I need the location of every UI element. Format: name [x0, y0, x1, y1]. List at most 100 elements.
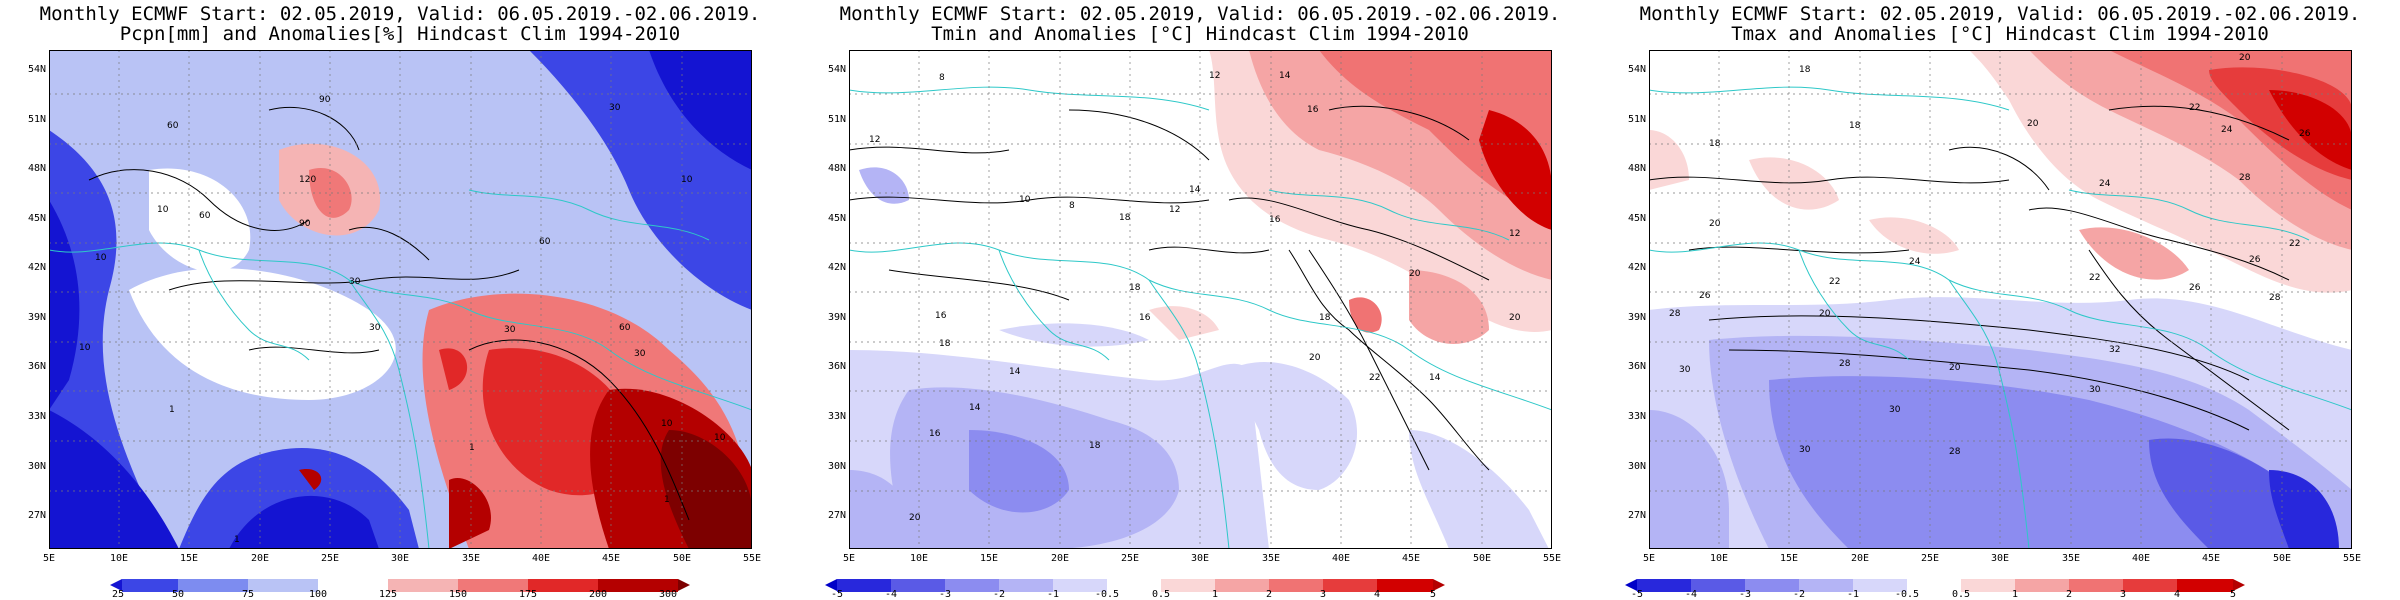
colorbar-segment — [178, 579, 248, 592]
contour-label: 18 — [1089, 441, 1101, 451]
lat-label: 54N — [1627, 64, 1646, 75]
lon-label: 15E — [979, 553, 999, 564]
contour-label: 22 — [1829, 277, 1840, 287]
contour-labels: 60 90 30 120 10 60 90 30 10 60 30 10 30 … — [79, 95, 726, 545]
lon-label: 20E — [250, 553, 270, 564]
colorbar-high-arrow — [1433, 579, 1445, 591]
contour-label: 60 — [539, 237, 551, 247]
colorbar-tick: -4 — [884, 589, 898, 600]
colorbar-tick: 2 — [2065, 589, 2073, 600]
lat-label: 48N — [27, 163, 46, 174]
colorbar-segment — [1637, 579, 1691, 592]
lat-label: 42N — [827, 262, 846, 273]
lon-label: 55E — [2342, 553, 2362, 564]
contour-label: 30 — [2089, 385, 2101, 395]
contour-label: 22 — [2189, 103, 2200, 113]
colorbar-segment — [1053, 579, 1107, 592]
panel-tmax: Monthly ECMWF Start: 02.05.2019, Valid: … — [1600, 0, 2400, 600]
contour-label: 10 — [1019, 195, 1031, 205]
lat-label: 45N — [1627, 213, 1646, 224]
contour-label: 22 — [2089, 273, 2100, 283]
contour-label: 14 — [1009, 367, 1021, 377]
lon-label: 25E — [1120, 553, 1140, 564]
panel-tmin: Monthly ECMWF Start: 02.05.2019, Valid: … — [800, 0, 1600, 600]
colorbar-tick: -4 — [1684, 589, 1698, 600]
colorbar-tick: 0.5 — [1951, 589, 1971, 600]
lon-label: 45E — [2201, 553, 2221, 564]
colorbar-tick: 200 — [588, 589, 608, 600]
contour-labels: 8 12 14 16 12 10 8 12 14 16 18 18 20 16 … — [869, 71, 1521, 523]
lon-label: 50E — [2272, 553, 2292, 564]
contour-label: 14 — [969, 403, 981, 413]
contour-label: 18 — [1709, 139, 1721, 149]
contour-label: 20 — [1409, 269, 1421, 279]
contour-label: 28 — [1669, 309, 1681, 319]
colorbar-segment — [837, 579, 891, 592]
colorbar-tick: -3 — [938, 589, 952, 600]
contour-label: 90 — [319, 95, 331, 105]
contour-label: 26 — [1699, 291, 1711, 301]
lat-label: 54N — [27, 64, 46, 75]
lon-label: 40E — [2131, 553, 2151, 564]
colorbar-segment — [1377, 579, 1433, 592]
contour-label: 16 — [1269, 215, 1281, 225]
colorbar-segment — [528, 579, 598, 592]
contour-labels: 20 18 22 24 26 18 20 24 28 26 20 22 24 2… — [1669, 53, 2311, 457]
contour-label: 26 — [2299, 129, 2311, 139]
lat-label: 51N — [1627, 114, 1646, 125]
lon-label: 50E — [672, 553, 692, 564]
colorbar-tick: -3 — [1738, 589, 1752, 600]
panel-title-line1: Monthly ECMWF Start: 02.05.2019, Valid: … — [39, 3, 761, 25]
contour-label: 10 — [157, 205, 169, 215]
colorbar — [110, 579, 690, 592]
lat-label: 36N — [1627, 361, 1646, 372]
colorbar-segment — [2177, 579, 2233, 592]
colorbar-tick: -5 — [830, 589, 844, 600]
colorbar-segment — [1323, 579, 1377, 592]
lon-label: 35E — [2061, 553, 2081, 564]
colorbar-tick: 1 — [2011, 589, 2019, 600]
lon-label: 45E — [1401, 553, 1421, 564]
contour-label: 1 — [469, 443, 475, 453]
contour-label: 12 — [1169, 205, 1180, 215]
contour-label: 30 — [369, 323, 381, 333]
contour-label: 28 — [2239, 173, 2251, 183]
contour-label: 16 — [1139, 313, 1151, 323]
contour-label: 20 — [1949, 363, 1961, 373]
colorbar-low-arrow — [1625, 579, 1637, 591]
lon-label: 40E — [1331, 553, 1351, 564]
lat-label: 45N — [27, 213, 46, 224]
colorbar-tick: 125 — [378, 589, 398, 600]
lon-label: 35E — [1261, 553, 1281, 564]
lon-label: 10E — [109, 553, 129, 564]
contour-label: 30 — [634, 349, 646, 359]
contour-label: 20 — [1709, 219, 1721, 229]
contour-label: 16 — [1307, 105, 1319, 115]
colorbar-segment — [318, 579, 388, 592]
lat-label: 33N — [27, 411, 46, 422]
colorbar-tick: 300 — [658, 589, 678, 600]
lat-label: 27N — [827, 510, 846, 521]
contour-label: 1 — [234, 535, 240, 545]
contour-label: 8 — [1069, 201, 1075, 211]
lat-label: 42N — [1627, 262, 1646, 273]
contour-label: 18 — [1129, 283, 1141, 293]
lat-label: 51N — [27, 114, 46, 125]
contour-label: 16 — [935, 311, 947, 321]
lat-label: 33N — [1627, 411, 1646, 422]
colorbar-segment — [1269, 579, 1323, 592]
lat-label: 36N — [827, 361, 846, 372]
lon-label: 40E — [531, 553, 551, 564]
contour-label: 60 — [167, 121, 179, 131]
contour-label: 24 — [2099, 179, 2111, 189]
contour-label: 30 — [349, 277, 361, 287]
lon-label: 5E — [1642, 553, 1656, 564]
lon-label: 30E — [1190, 553, 1210, 564]
contour-label: 1 — [664, 495, 670, 505]
lon-label: 20E — [1050, 553, 1070, 564]
contour-label: 12 — [1509, 229, 1520, 239]
colorbar-segment — [1745, 579, 1799, 592]
colorbar-segment — [999, 579, 1053, 592]
contour-label: 10 — [661, 419, 673, 429]
precipitation-field: 60 90 30 120 10 60 90 30 10 60 30 10 30 … — [49, 50, 752, 549]
